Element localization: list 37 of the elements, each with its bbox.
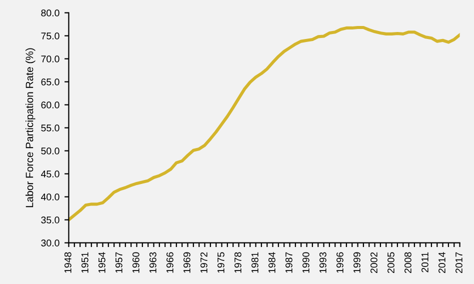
y-tick-label: 50.0 — [41, 148, 60, 154]
x-tick-label: 1999 — [353, 252, 360, 273]
x-tick-label: 1954 — [98, 252, 106, 273]
x-tick-label: 1966 — [166, 252, 174, 273]
y-tick-label: 55.0 — [41, 124, 60, 132]
x-tick-label: 1987 — [285, 252, 292, 273]
x-tick-label: 1948 — [64, 252, 72, 273]
x-tick-label: 1978 — [234, 252, 242, 273]
x-tick-label: 2011 — [422, 252, 428, 272]
y-tick-label: 45.0 — [41, 170, 60, 178]
x-tick-label: 2017 — [456, 252, 462, 273]
line-series — [68, 26, 460, 222]
x-tick-label: 1975 — [217, 252, 224, 273]
x-tick-label: 2014 — [438, 252, 446, 273]
x-tick-label: 1951 — [81, 252, 88, 273]
y-tick-label: 30.0 — [41, 240, 60, 246]
y-tick-label: 35.0 — [41, 216, 60, 224]
x-tick-label: 1963 — [149, 252, 156, 273]
y-tick-label: 65.0 — [41, 78, 60, 86]
y-tick-label: 40.0 — [41, 194, 60, 200]
x-tick-label: 2005 — [387, 252, 394, 273]
x-tick-label: 1957 — [115, 252, 122, 273]
y-axis-title: Labor Force Participation Rate (%) — [26, 48, 36, 208]
y-tick-label: 70.0 — [41, 56, 60, 62]
x-tick-label: 1969 — [183, 252, 190, 273]
x-tick-label: 1972 — [200, 252, 208, 273]
y-tick-label: 60.0 — [41, 102, 60, 108]
x-tick-label: 1990 — [302, 252, 310, 273]
x-tick-label: 1981 — [251, 252, 258, 273]
x-tick-label: 1993 — [319, 252, 326, 273]
x-tick-label: 1984 — [268, 252, 276, 273]
x-tick-label: 2008 — [404, 252, 412, 273]
x-tick-label: 1960 — [132, 252, 140, 273]
y-tick-label: 80.0 — [41, 10, 60, 16]
x-tick-label: 1996 — [336, 252, 344, 273]
x-tick-label: 2002 — [370, 252, 378, 273]
y-tick-label: 75.0 — [41, 32, 60, 40]
